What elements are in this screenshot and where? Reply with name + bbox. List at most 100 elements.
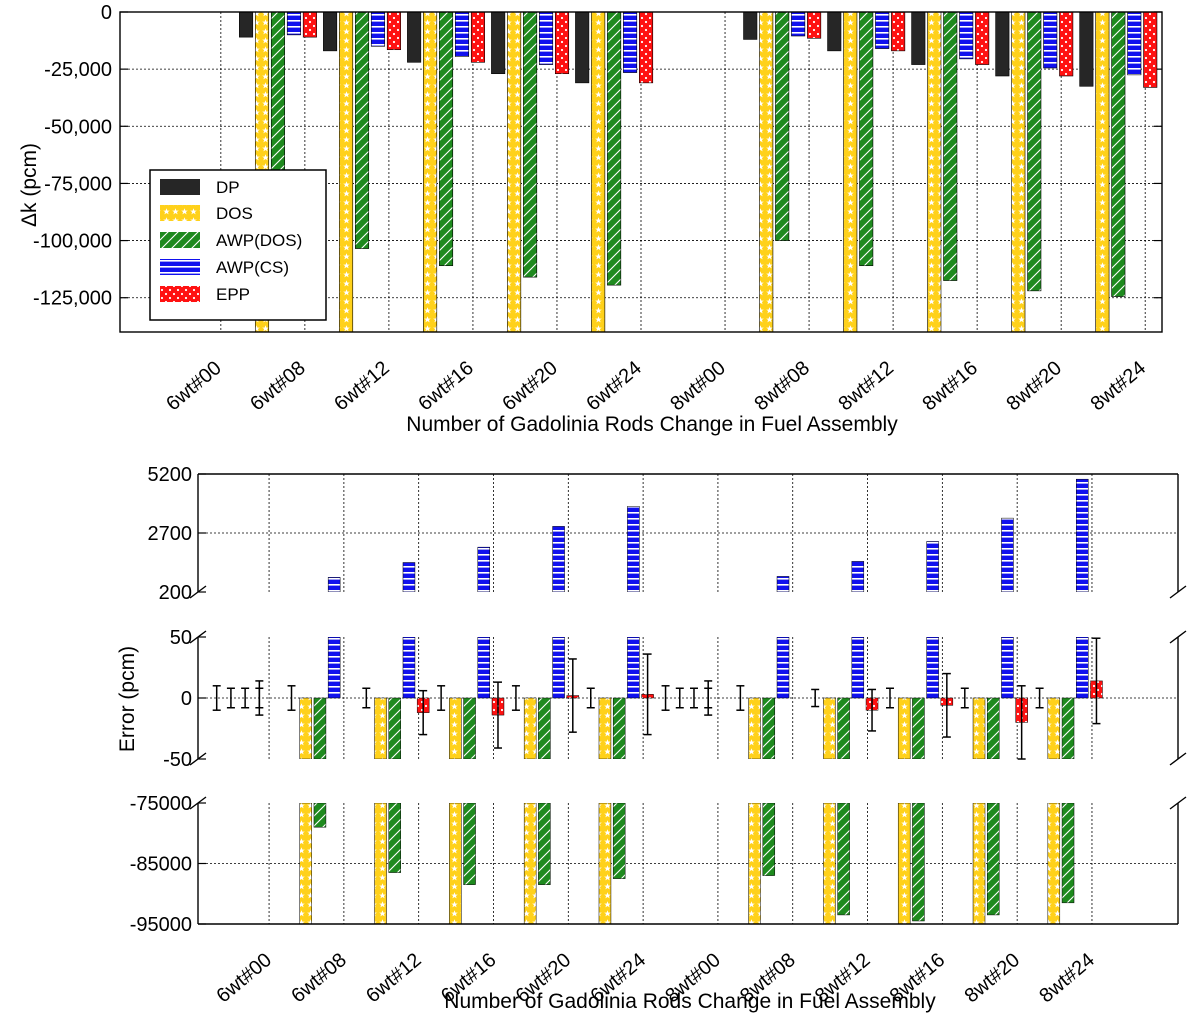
bar-awp-dos (463, 803, 476, 885)
bottom-xtick-label: 6wt#08 (287, 949, 351, 1007)
bar-awp-dos (912, 697, 925, 759)
axis-break-mark (189, 752, 207, 766)
bottom-ytick-label: 0 (181, 688, 192, 710)
bar-awp-dos (943, 11, 958, 281)
bar-dp (491, 11, 506, 75)
bar-awp-cs (402, 562, 416, 592)
bar-awp-dos (837, 803, 850, 916)
top-xtick-label: 8wt#00 (666, 357, 730, 415)
bar-dos (1095, 11, 1110, 333)
bar-awp-dos (388, 697, 401, 759)
bar-dos (374, 697, 387, 759)
bar-awp-dos (1111, 11, 1126, 297)
bar-dos (523, 803, 537, 924)
top-xlabel: Number of Gadolinia Rods Change in Fuel … (406, 413, 898, 436)
bar-awp-cs (627, 637, 640, 699)
bar-epp (470, 11, 486, 63)
bar-awp-cs (402, 637, 416, 699)
bar-awp-cs (875, 11, 890, 49)
bar-dos (897, 803, 911, 924)
bottom-ylabel: Error (pcm) (116, 646, 139, 752)
legend-label-awp-dos: AWP(DOS) (216, 231, 302, 250)
top-xtick-label: 6wt#08 (246, 357, 310, 415)
bar-awp-dos (1027, 11, 1042, 292)
bar-awp-cs (851, 637, 865, 699)
bar-dos (1047, 697, 1061, 759)
bar-awp-dos (523, 11, 538, 278)
axis-break-mark (189, 796, 207, 810)
bottom-ytick-label: 200 (159, 582, 192, 604)
bar-dp (239, 11, 254, 38)
bar-dp (323, 11, 338, 52)
bar-awp-dos (313, 803, 327, 828)
bar-awp-dos (986, 803, 1000, 916)
bar-awp-cs (1001, 517, 1014, 592)
bottom-ytick-label: -95000 (130, 914, 192, 936)
bottom-xtick-label: 6wt#00 (212, 949, 276, 1007)
bottom-xtick-label: 8wt#20 (961, 949, 1025, 1007)
bar-awp-dos (912, 803, 925, 922)
bar-epp (386, 11, 401, 51)
legend: DP DOS AWP(DOS) AWP(CS) EPP (149, 169, 327, 321)
bar-epp (639, 11, 654, 84)
bar-epp (302, 11, 317, 38)
bar-dos (299, 697, 312, 759)
top-ytick-label: -125,000 (33, 288, 112, 310)
bar-awp-cs (926, 541, 939, 592)
bar-awp-cs (776, 576, 790, 592)
bar-awp-dos (1061, 803, 1075, 904)
bar-epp (1143, 11, 1158, 88)
top-xtick-label: 6wt#12 (330, 357, 394, 415)
bottom-bars (327, 478, 1089, 592)
bar-awp-dos (538, 697, 551, 759)
top-xtick-label: 6wt#20 (498, 357, 562, 415)
bar-awp-dos (837, 697, 850, 759)
top-ytick-label: -100,000 (33, 231, 112, 253)
bar-awp-dos (859, 11, 874, 267)
bar-awp-dos (762, 803, 776, 876)
bar-awp-cs (477, 546, 491, 592)
top-ytick-label: 0 (101, 2, 112, 24)
bar-dos (748, 697, 761, 759)
bar-epp (891, 11, 906, 52)
error-chart: 200 2700 5200 -50 0 50 -75000 -85000 -95000 6wt#0… (130, 464, 1187, 1007)
top-xtick-label: 6wt#16 (414, 357, 478, 415)
top-xtick-label: 8wt#16 (918, 357, 982, 415)
bar-awp-dos (439, 11, 454, 267)
bar-dos (748, 803, 761, 924)
bar-dos (598, 803, 612, 924)
bar-awp-cs (327, 577, 341, 592)
bar-awp-cs (477, 637, 491, 699)
bottom-xtick-label: 6wt#12 (362, 949, 426, 1007)
axis-break-mark (189, 630, 207, 644)
bar-awp-cs (1127, 11, 1142, 76)
legend-swatch-awp-dos (160, 232, 200, 248)
bar-awp-cs (627, 506, 640, 592)
bar-dp (407, 11, 422, 63)
bar-awp-dos (354, 11, 370, 249)
top-ytick-label: -50,000 (44, 116, 112, 138)
bar-awp-cs (1043, 11, 1058, 69)
bar-epp (975, 11, 990, 65)
bar-dos (759, 11, 774, 333)
bar-awp-cs (552, 637, 565, 699)
legend-swatch-awp-cs (160, 259, 200, 275)
bar-dos (374, 803, 387, 924)
bar-awp-cs (286, 11, 301, 36)
bar-epp (807, 11, 822, 39)
top-frame (119, 11, 1163, 333)
bar-awp-cs (1001, 637, 1014, 699)
legend-label-dp: DP (216, 178, 240, 197)
bar-dos (1011, 11, 1026, 333)
bar-awp-dos (612, 803, 626, 879)
top-ytick-label: -75,000 (44, 173, 112, 195)
bar-awp-cs (370, 11, 386, 47)
top-xtick-label: 6wt#00 (162, 357, 226, 415)
legend-label-epp: EPP (216, 285, 250, 304)
bar-awp-dos (388, 803, 401, 873)
bar-dp (911, 11, 926, 65)
bottom-xlabel: Number of Gadolinia Rods Change in Fuel … (444, 990, 936, 1013)
bar-awp-cs (926, 637, 939, 699)
top-xtick-label: 8wt#08 (750, 357, 814, 415)
